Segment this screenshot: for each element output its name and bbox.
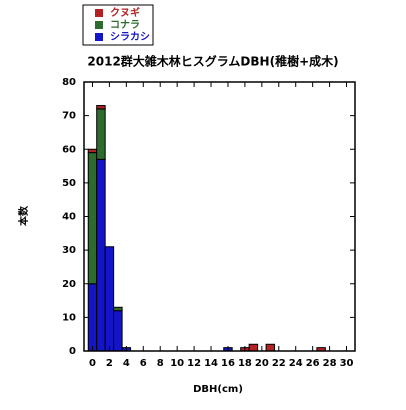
x-tick-label: 16 [221, 358, 235, 369]
legend-swatch [95, 33, 103, 41]
y-tick-label: 30 [62, 245, 76, 256]
x-tick-label: 2 [106, 358, 113, 369]
legend-label: シラカシ [110, 31, 150, 43]
bar [113, 310, 123, 352]
x-tick-label: 26 [306, 358, 320, 369]
y-axis-label: 本数 [17, 205, 30, 226]
bar [87, 148, 98, 154]
y-tick-label: 70 [62, 111, 76, 122]
bar [96, 108, 106, 160]
bar [96, 158, 106, 352]
legend-box [82, 4, 154, 46]
x-tick-label: 30 [340, 358, 354, 369]
legend-label: クヌギ [110, 6, 140, 19]
x-tick-label: 8 [157, 358, 164, 369]
bar [104, 246, 115, 352]
x-tick-label: 10 [170, 358, 184, 369]
y-tick-label: 40 [62, 212, 76, 223]
chart-title: 2012群大雑木林ヒスグラムDBH(稚樹+成木) [87, 54, 338, 69]
x-tick-label: 22 [272, 358, 286, 369]
legend-swatch [95, 9, 103, 17]
y-tick-label: 80 [62, 77, 76, 88]
x-tick-label: 28 [323, 358, 337, 369]
x-tick-label: 14 [204, 358, 218, 369]
x-axis-label: DBH(cm) [193, 384, 243, 395]
bar [96, 105, 106, 110]
x-tick-label: 24 [289, 358, 303, 369]
y-tick-label: 0 [69, 346, 76, 357]
y-tick-label: 20 [62, 279, 76, 290]
y-tick-label: 10 [62, 312, 76, 323]
x-tick-label: 20 [255, 358, 269, 369]
plot-frame [83, 81, 356, 352]
bar [265, 343, 276, 352]
x-tick-label: 12 [187, 358, 201, 369]
x-tick-label: 18 [238, 358, 252, 369]
bar [248, 343, 259, 352]
x-tick-label: 4 [123, 358, 130, 369]
x-tick-label: 6 [140, 358, 147, 369]
y-tick-label: 50 [62, 178, 76, 189]
bar [113, 306, 123, 312]
bar [87, 152, 98, 285]
y-tick-label: 60 [62, 144, 76, 155]
legend-label: コナラ [110, 19, 140, 31]
bar [87, 283, 98, 352]
legend-swatch [95, 21, 103, 29]
x-tick-label: 0 [89, 358, 96, 369]
